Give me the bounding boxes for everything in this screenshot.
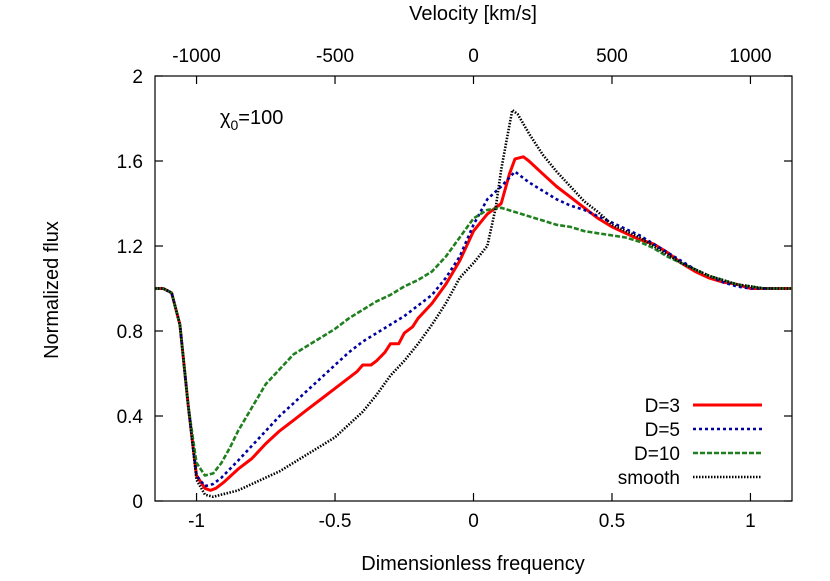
x2-tick-label: -500	[316, 46, 354, 67]
x-axis-title: Dimensionless frequency	[361, 553, 584, 575]
y-tick-label: 2	[132, 67, 143, 88]
series-line-d-10	[155, 206, 792, 477]
x2-tick-label: 1000	[729, 46, 771, 67]
x-tick-label: 0.5	[599, 511, 625, 532]
y-axis-ticks: 0 0.4 0.8 1.2 1.6 2	[117, 67, 792, 513]
legend-label: D=3	[645, 396, 680, 417]
x2-tick-label: 0	[468, 46, 479, 67]
series-line-d-3	[155, 155, 792, 492]
y-axis-title: Normalized flux	[41, 221, 63, 359]
x-tick-label: -0.5	[319, 511, 352, 532]
chi-symbol: χ	[220, 107, 231, 129]
x-tick-label: 1	[745, 511, 756, 532]
y-tick-label: 0.8	[117, 322, 143, 343]
x-tick-label: -1	[188, 511, 205, 532]
y-tick-label: 0.4	[117, 407, 144, 428]
chi0-annotation: χ0=100	[220, 107, 283, 133]
legend: D=3 D=5 D=10 smooth	[618, 396, 762, 489]
x-axis-ticks: -1 -0.5 0 0.5 1	[188, 493, 756, 532]
legend-label: smooth	[618, 468, 680, 489]
legend-label: D=5	[645, 420, 680, 441]
chi-value: =100	[238, 107, 283, 129]
series-line-d-5	[155, 170, 792, 488]
y-tick-label: 0	[132, 492, 143, 513]
x2-axis-title: Velocity [km/s]	[409, 3, 537, 25]
legend-label: D=10	[634, 444, 680, 465]
chi-subscript: 0	[231, 117, 239, 133]
plot-frame	[154, 75, 793, 502]
x2-tick-label: -1000	[172, 46, 221, 67]
series-group	[155, 108, 792, 499]
x2-tick-label: 500	[596, 46, 628, 67]
x2-axis-ticks: -1000 -500 0 500 1000	[172, 46, 772, 84]
series-line-smooth	[155, 108, 792, 499]
y-tick-label: 1.2	[117, 237, 143, 258]
y-tick-label: 1.6	[117, 152, 143, 173]
x-tick-label: 0	[468, 511, 479, 532]
